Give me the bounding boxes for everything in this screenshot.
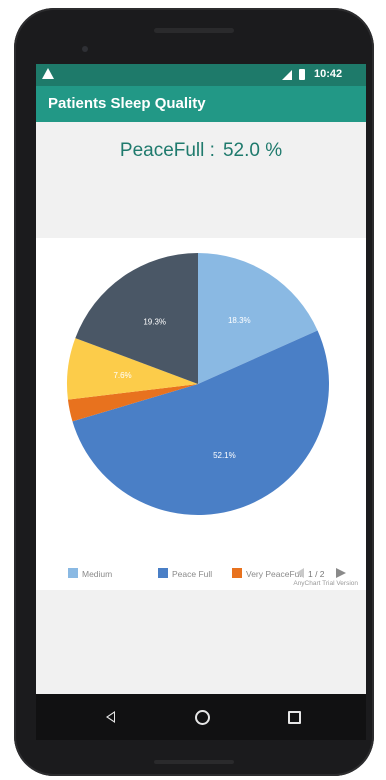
legend-swatch-1[interactable] [158,568,168,578]
legend-label-2[interactable]: Very PeaceFull [246,569,303,579]
pie-slice-0[interactable] [198,253,318,384]
legend-next-icon[interactable] [336,568,346,578]
recents-button[interactable] [274,694,314,740]
legend-swatch-0[interactable] [68,568,78,578]
slice-data-label-4: 19.3% [143,318,166,327]
recents-icon [287,710,301,724]
earpiece-speaker [154,28,234,33]
bottom-speaker [154,760,234,764]
selected-slice-label: PeaceFull : [119,140,215,161]
status-time: 10:42 [314,68,343,80]
battery-icon [299,69,305,80]
navigation-bar [36,694,366,740]
front-camera [82,46,88,52]
chart-watermark: AnyChart Trial Version [293,580,358,587]
pie-chart[interactable]: 18.3% 52.1% 7.6% 19.3% Medium Peace Full Very … [36,238,366,590]
home-icon [194,709,210,725]
legend-label-1[interactable]: Peace Full [172,569,212,579]
device-screen: 10:42 Patients Sleep Quality PeaceFull :… [36,64,366,694]
legend-label-0[interactable]: Medium [82,569,112,579]
status-bar: 10:42 [36,64,366,86]
selected-slice-value: 52.0 % [222,140,283,161]
slice-data-label-0: 18.3% [228,316,251,325]
pie-slice-3[interactable] [67,338,198,400]
signal-icon [282,70,292,80]
pie-slice-1[interactable] [72,330,329,516]
legend-swatch-2[interactable] [232,568,242,578]
app-title: Patients Sleep Quality [48,95,206,112]
home-button[interactable] [182,694,222,740]
warning-icon [42,68,54,79]
back-icon [105,711,115,723]
slice-data-label-1: 52.1% [213,451,236,460]
selected-slice-readout: PeaceFull : 52.0 % [36,140,366,162]
slice-data-label-3: 7.6% [113,371,131,380]
legend-page-indicator: 1 / 2 [308,569,325,579]
pie-slice-4[interactable] [75,253,198,384]
pie-slice-2[interactable] [67,384,199,422]
legend-prev-icon[interactable] [296,568,304,578]
pie-chart-card[interactable]: 18.3% 52.1% 7.6% 19.3% Medium Peace Full Very … [36,238,366,590]
app-bar: Patients Sleep Quality [36,86,366,122]
back-button[interactable] [90,694,130,740]
